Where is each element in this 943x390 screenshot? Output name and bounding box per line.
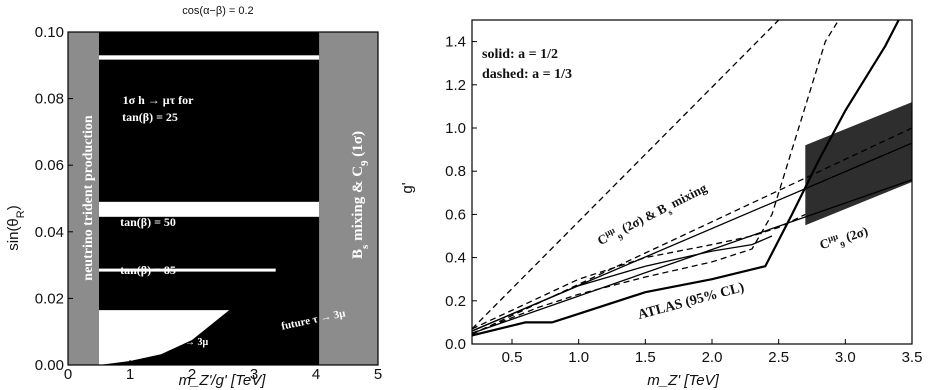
annotation-bs-mixing: Bs mixing & C9 (1σ) — [350, 131, 371, 259]
right-x-tick-label: 1.0 — [568, 349, 589, 366]
right-y-tick-label: 0.8 — [445, 163, 466, 180]
left-y-tick-label: 0.06 — [35, 157, 64, 174]
right-chart: solid: a = 1/2 dashed: a = 1/3 Cμμ9 (2σ) &… — [399, 19, 922, 389]
annotation-tanb50: tan(β) = 50 — [120, 215, 176, 229]
right-x-tick-label: 0.5 — [502, 349, 523, 366]
left-ylabel-tail: ) — [5, 205, 22, 210]
label-c9-bs-mixing: Cμμ9 (2σ) & Bs mixing — [594, 179, 711, 252]
legend-solid: solid: a = 1/2 — [482, 47, 558, 62]
annotation-tanb85: tan(β) = 85 — [120, 263, 176, 277]
left-y-tick-label: 0.04 — [35, 224, 64, 241]
left-x-tick-label: 4 — [312, 366, 320, 383]
annotation-htau: 1σ h → μτ for — [123, 93, 195, 107]
left-y-axis-label: sin(θR) — [5, 205, 27, 250]
series-solid-line — [472, 179, 912, 334]
right-y-tick-label: 0.6 — [445, 206, 466, 223]
left-y-tick-label: 0.02 — [35, 290, 64, 307]
legend-dashed: dashed: a = 1/3 — [482, 67, 572, 82]
left-ylabel-sub: R — [15, 210, 27, 218]
allowed-gap-middle — [99, 201, 320, 217]
left-y-tick-label: 0.08 — [35, 91, 64, 108]
series-dashed-line — [472, 20, 840, 334]
shaded-exclusion-region — [805, 102, 912, 226]
right-x-tick-label: 3.5 — [902, 349, 923, 366]
left-tick-labels: 0 1 2 3 4 5 0.00 0.02 0.04 0.06 0.08 0.10 — [35, 24, 382, 383]
left-chart: cos(α−β) = 0.2 1σ h → μτ for tan(β) = 25 t… — [5, 5, 382, 389]
left-x-tick-label: 3 — [250, 366, 258, 383]
left-ylabel-main: sin(θ — [5, 218, 22, 251]
annotation-tau3mu: τ → 3μ — [178, 337, 209, 348]
allowed-corner-region — [99, 310, 230, 365]
left-x-tick-label: 0 — [64, 366, 72, 383]
bs-mixing-excluded-band — [319, 32, 378, 365]
series-dashed-line — [472, 213, 806, 330]
left-plot-frame — [67, 31, 379, 366]
right-y-tick-label: 0.4 — [445, 250, 466, 267]
left-chart-title: cos(α−β) = 0.2 — [182, 5, 253, 17]
left-y-tick-label: 0.10 — [35, 24, 64, 41]
right-plot-area: solid: a = 1/2 dashed: a = 1/3 Cμμ9 (2σ) &… — [471, 19, 913, 345]
right-y-tick-label: 0.2 — [445, 293, 466, 310]
annotation-tanb25: tan(β) = 25 — [122, 110, 178, 124]
right-y-tick-label: 1.4 — [445, 34, 466, 51]
series-solid-line — [472, 20, 900, 337]
label-atlas: ATLAS (95% CL) — [636, 280, 746, 323]
left-x-tick-label: 1 — [126, 366, 134, 383]
allowed-gap-top — [99, 55, 320, 60]
label-c9: Cμμ9 (2σ) — [817, 222, 870, 256]
right-x-axis-label: m_Z' [TeV] — [647, 372, 719, 389]
right-x-tick-label: 2.5 — [768, 349, 789, 366]
right-x-tick-label: 1.5 — [635, 349, 656, 366]
allowed-line-tb85 — [99, 268, 276, 272]
svg-text:sin(θR): sin(θR) — [5, 205, 27, 250]
right-y-axis-label: g' — [399, 182, 416, 193]
left-y-tick-label: 0.00 — [35, 357, 64, 374]
right-x-tick-label: 2.0 — [702, 349, 723, 366]
right-x-tick-label: 3.0 — [835, 349, 856, 366]
annotation-trident: neutrino trident production — [81, 115, 96, 281]
right-tick-labels: 0.5 1.0 1.5 2.0 2.5 3.0 3.5 0.0 0.2 0.4 0.6 0.8 1.0 1… — [445, 34, 922, 366]
series-solid-line — [472, 235, 773, 332]
right-y-tick-label: 1.2 — [445, 77, 466, 94]
right-plot-frame — [471, 19, 913, 345]
left-x-tick-label: 5 — [374, 366, 382, 383]
right-y-tick-label: 0.0 — [445, 336, 466, 353]
left-plot-area: 1σ h → μτ for tan(β) = 25 tan(β) = 50 tan(β… — [67, 31, 379, 366]
series-dashed-line — [472, 20, 780, 330]
left-x-tick-label: 2 — [188, 366, 196, 383]
right-plot-content — [472, 20, 912, 337]
left-x-axis-label: m_Z'/g' [TeV] — [179, 372, 267, 389]
right-y-tick-label: 1.0 — [445, 120, 466, 137]
trident-excluded-band — [68, 32, 99, 365]
